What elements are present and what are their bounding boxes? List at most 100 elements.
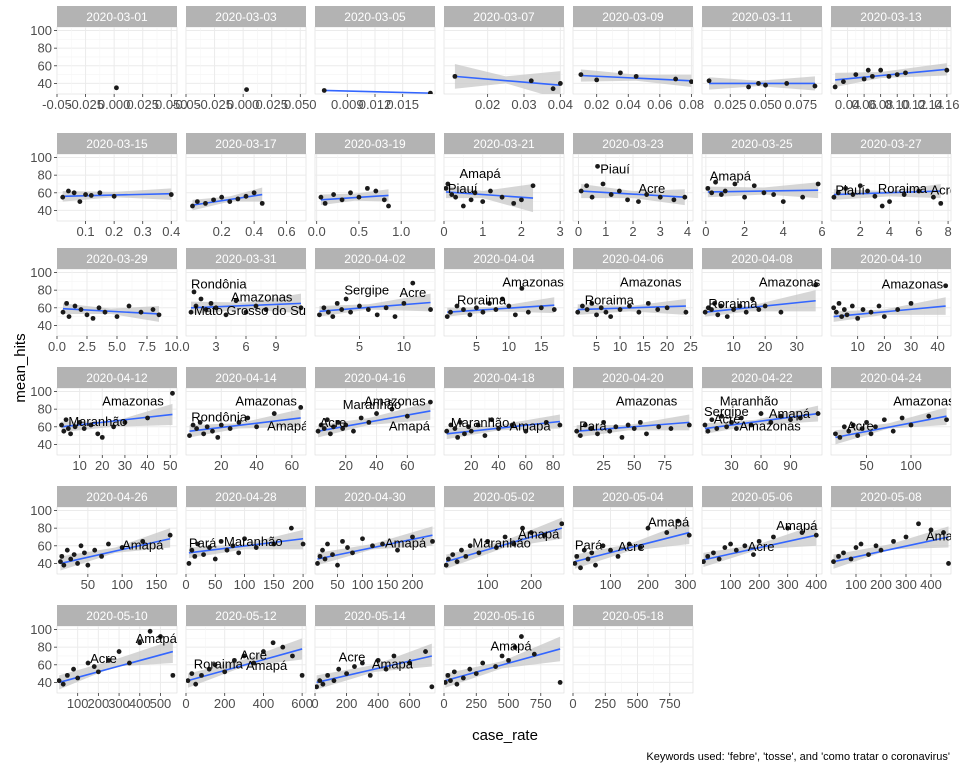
data-point xyxy=(916,188,922,194)
facet-strip-label: 2020-03-19 xyxy=(344,137,406,151)
facet-strip xyxy=(315,133,435,154)
data-point xyxy=(585,556,591,562)
x-tick-label: 0.02 xyxy=(475,97,500,112)
facet-strip-label: 2020-03-07 xyxy=(473,10,535,24)
data-point xyxy=(734,426,739,431)
data-point xyxy=(589,194,595,200)
x-tick-label: 60 xyxy=(400,458,414,473)
x-tick-label: 0 xyxy=(311,696,318,711)
facet-strip-label: 2020-05-16 xyxy=(473,609,535,623)
data-point xyxy=(114,314,120,320)
data-point xyxy=(519,634,524,639)
data-point xyxy=(894,72,900,78)
data-point xyxy=(222,669,228,675)
panel-background xyxy=(314,153,436,222)
data-point xyxy=(625,422,631,428)
data-point xyxy=(59,553,65,559)
data-point xyxy=(467,543,473,549)
data-point xyxy=(186,678,191,684)
data-point xyxy=(189,547,195,553)
panel-content: Amapá xyxy=(444,634,563,688)
data-point xyxy=(158,634,163,639)
confidence-band xyxy=(446,517,562,569)
data-point xyxy=(724,314,730,320)
y-tick-label: 80 xyxy=(38,283,52,298)
data-point xyxy=(557,422,563,428)
point-label: Sergipe xyxy=(704,404,749,419)
data-point xyxy=(595,163,600,169)
data-point xyxy=(444,680,448,685)
data-point xyxy=(512,312,518,318)
panel-content: Amazonas Pará xyxy=(574,394,692,440)
x-tick-label: 100 xyxy=(234,577,256,592)
point-label: Amazonas xyxy=(893,394,955,409)
facet-panel: 2020-04-20 Amazonas Pará 25 50 75 xyxy=(572,367,694,473)
facet-panel: 2020-04-28 Pará Maranhão 0 50 100 150 200 xyxy=(182,486,314,592)
facet-strip-label: 2020-03-21 xyxy=(473,137,535,151)
point-label: Piauí xyxy=(448,181,478,196)
data-point xyxy=(686,422,692,428)
facet-panel: 2020-04-02 Sergipe Acre 5 10 xyxy=(314,248,436,354)
y-tick-label: 100 xyxy=(30,622,52,637)
confidence-band xyxy=(576,414,690,438)
data-point xyxy=(242,536,247,542)
data-point xyxy=(71,552,77,558)
data-point xyxy=(204,424,210,430)
x-tick-label: 100 xyxy=(845,577,867,592)
data-point xyxy=(584,183,590,189)
data-point xyxy=(601,419,607,425)
facet-strip-label: 2020-04-14 xyxy=(215,371,277,385)
x-tick-label: 50 xyxy=(163,458,177,473)
point-label: Amapá xyxy=(389,418,431,433)
point-label: Amapá xyxy=(769,406,811,421)
data-point xyxy=(194,199,200,205)
x-tick-label: 10 xyxy=(726,339,740,354)
data-point xyxy=(751,183,757,189)
data-point xyxy=(746,84,751,90)
data-point xyxy=(77,199,83,205)
data-point xyxy=(551,307,557,312)
data-point xyxy=(712,300,718,306)
data-point xyxy=(72,303,78,309)
data-point xyxy=(208,300,214,306)
confidence-band xyxy=(59,640,173,690)
confidence-band xyxy=(189,409,301,438)
facet-strip-label: 2020-03-05 xyxy=(344,10,406,24)
x-tick-label: 0.050 xyxy=(749,97,782,112)
x-tick-label: -0.05 xyxy=(42,97,72,112)
facet-strip-label: 2020-04-18 xyxy=(473,371,535,385)
x-tick-label: 4 xyxy=(684,224,691,239)
data-point xyxy=(186,561,192,566)
point-label: Amapá xyxy=(490,639,532,654)
x-tick-label: 200 xyxy=(292,577,314,592)
x-tick-label: 300 xyxy=(108,696,130,711)
facet-strip xyxy=(57,486,177,507)
data-point xyxy=(193,303,199,309)
data-point xyxy=(359,660,365,666)
data-point xyxy=(147,628,153,634)
x-tick-label: 0.03 xyxy=(511,97,536,112)
facet-strip xyxy=(186,6,306,27)
panel-content: Amazonas Roraima xyxy=(444,275,564,320)
data-point xyxy=(487,300,492,306)
panel-content: Amazonas Maranhão xyxy=(59,390,175,440)
data-point xyxy=(243,309,249,315)
x-tick-label: 100 xyxy=(352,577,374,592)
data-point xyxy=(462,431,467,437)
data-point xyxy=(116,649,122,654)
x-tick-label: 50 xyxy=(208,577,222,592)
facet-panel: 2020-03-11 0.025 0.050 0.075 xyxy=(701,6,823,112)
confidence-band xyxy=(63,303,159,322)
y-tick-label: 40 xyxy=(38,203,52,218)
data-point xyxy=(77,419,83,425)
x-tick-label: 0.009 xyxy=(331,97,364,112)
data-point xyxy=(716,556,722,562)
x-tick-label: 60 xyxy=(519,458,533,473)
data-point xyxy=(528,530,534,535)
data-point xyxy=(325,541,330,547)
x-tick-label: 75 xyxy=(658,458,672,473)
point-label: Acre xyxy=(339,649,366,664)
